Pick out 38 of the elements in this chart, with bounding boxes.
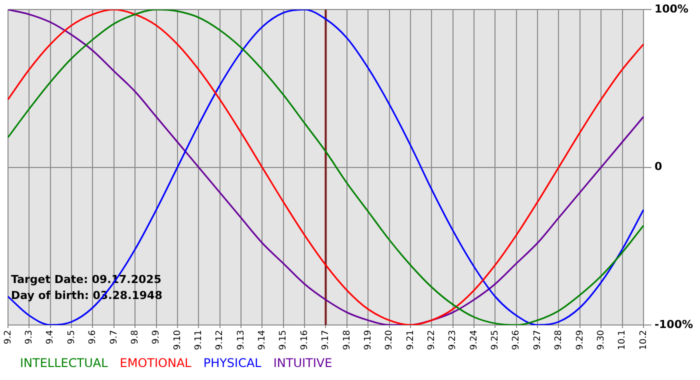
- x-tick-label: 9.5: [66, 330, 77, 344]
- x-tick-label: 9.9: [152, 330, 162, 344]
- x-tick-label: 9.28: [554, 330, 564, 350]
- x-tick-label: 9.20: [384, 330, 395, 350]
- x-tick-label: 9.10: [172, 330, 183, 350]
- x-tick-label: 9.7: [109, 330, 120, 344]
- text: INTELLECTUAL: [20, 356, 108, 370]
- x-tick-label: 9.14: [258, 330, 268, 350]
- x-tick-label: 9.11: [194, 330, 204, 350]
- x-tick-label: 9.19: [363, 330, 374, 350]
- x-tick-label: 9.4: [46, 330, 56, 344]
- x-tick-label: 9.6: [88, 330, 98, 344]
- x-tick-label: 10.2: [638, 330, 649, 350]
- x-tick-label: 9.2: [3, 330, 14, 344]
- text: INTUITIVE: [273, 356, 332, 370]
- x-tick-label: 9.29: [575, 330, 586, 350]
- x-tick-label: 9.16: [300, 330, 310, 350]
- x-tick-label: 9.23: [448, 330, 458, 350]
- x-tick-label: 9.3: [24, 330, 35, 344]
- y-tick-label: 100%: [654, 2, 688, 16]
- text: EMOTIONAL: [120, 356, 192, 370]
- x-tick-label: 9.21: [406, 330, 416, 350]
- x-tick-label: 9.15: [278, 330, 289, 350]
- x-tick-label: 9.27: [532, 330, 543, 350]
- x-tick-label: 9.22: [426, 330, 437, 350]
- x-tick-label: 9.8: [130, 330, 140, 344]
- y-tick-label: -100%: [654, 318, 694, 331]
- x-tick-label: 9.17: [321, 330, 332, 350]
- y-tick-label: 0: [654, 160, 662, 174]
- x-tick-label: 9.13: [236, 330, 246, 350]
- x-tick-label: 9.24: [469, 330, 480, 350]
- x-tick-label: 9.18: [342, 330, 352, 350]
- x-tick-label: 9.25: [490, 330, 501, 350]
- x-tick-label: 10.1: [618, 330, 628, 350]
- x-tick-label: 9.30: [596, 330, 606, 350]
- x-tick-label: 9.12: [215, 330, 226, 350]
- x-tick-label: 9.26: [512, 330, 522, 350]
- text: PHYSICAL: [203, 356, 262, 370]
